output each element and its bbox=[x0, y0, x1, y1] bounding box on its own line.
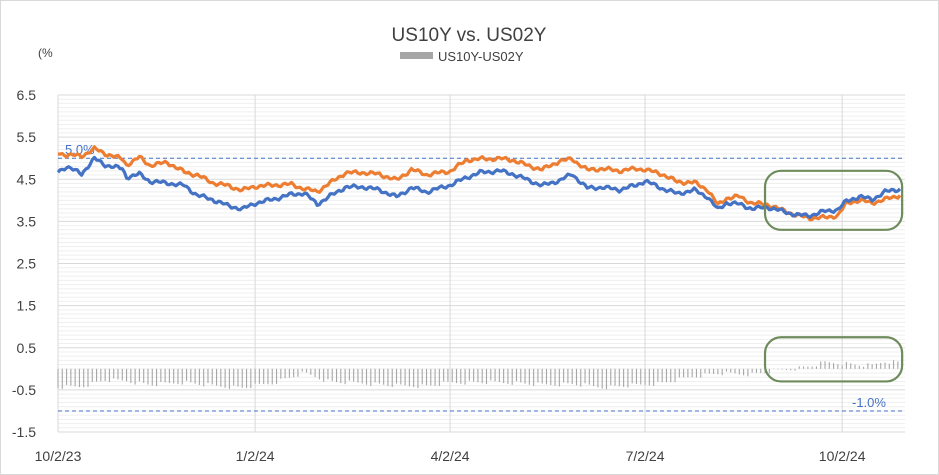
y-tick-label: 4.5 bbox=[17, 171, 37, 187]
series-lines bbox=[56, 145, 902, 222]
y-tick-label: -0.5 bbox=[12, 382, 36, 398]
y-tick-label: 5.5 bbox=[17, 129, 37, 145]
y-axis-unit-label: (% bbox=[38, 46, 53, 60]
y-tick-label: 2.5 bbox=[17, 256, 37, 272]
x-tick-label: 10/2/23 bbox=[35, 448, 82, 464]
x-tick-label: 1/2/24 bbox=[236, 448, 275, 464]
y-axis-ticks: 6.5 5.5 4.5 3.5 2.5 1.5 0.5 -0.5 -1.5 bbox=[12, 87, 36, 440]
highlight-box bbox=[763, 336, 904, 383]
series-line bbox=[57, 145, 902, 222]
legend: US10Y-US02Y bbox=[400, 49, 524, 64]
gridlines bbox=[57, 94, 905, 433]
y-tick-label: 1.5 bbox=[17, 298, 37, 314]
reference-label-lower: -1.0% bbox=[852, 395, 886, 410]
x-tick-label: 4/2/24 bbox=[431, 448, 470, 464]
x-tick-label: 7/2/24 bbox=[626, 448, 665, 464]
y-tick-label: 6.5 bbox=[17, 87, 37, 103]
series-line bbox=[56, 155, 902, 219]
x-axis-ticks: 10/2/23 1/2/24 4/2/24 7/2/24 10/2/24 bbox=[35, 448, 866, 464]
y-tick-label: 3.5 bbox=[17, 213, 37, 229]
legend-label-spread: US10Y-US02Y bbox=[438, 49, 524, 64]
spread-bars bbox=[57, 360, 899, 390]
y-tick-label: 0.5 bbox=[17, 340, 37, 356]
chart-title: US10Y vs. US02Y bbox=[392, 25, 547, 46]
highlight-boxes bbox=[763, 169, 904, 383]
highlight-box bbox=[763, 169, 904, 231]
y-tick-label: -1.5 bbox=[12, 424, 36, 440]
legend-swatch-spread bbox=[400, 52, 433, 59]
x-tick-label: 10/2/24 bbox=[819, 448, 866, 464]
